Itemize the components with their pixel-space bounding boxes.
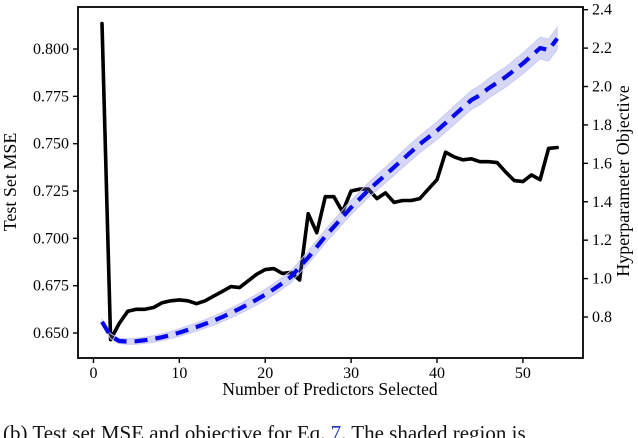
right-tick-label: 0.8	[592, 309, 612, 326]
left-tick-label: 0.800	[33, 41, 69, 58]
left-tick-label: 0.675	[33, 278, 69, 295]
right-tick-label: 2.4	[592, 2, 612, 19]
right-tick-label: 1.0	[592, 271, 612, 288]
left-tick-label: 0.700	[33, 230, 69, 247]
right-tick-label: 1.2	[592, 232, 612, 249]
right-tick-label: 1.8	[592, 117, 612, 134]
caption-eq-reference[interactable]: 7	[330, 421, 342, 438]
right-tick-label: 1.6	[592, 155, 612, 172]
left-axis-label: Test Set MSE	[0, 133, 20, 232]
left-tick-label: 0.650	[33, 325, 69, 342]
right-tick-label: 2.0	[592, 79, 612, 96]
confidence-band	[101, 25, 558, 345]
caption-text-prefix: (b) Test set MSE and objective for Eq.	[3, 421, 331, 438]
x-axis-label: Number of Predictors Selected	[222, 379, 438, 399]
x-tick-label: 20	[257, 365, 273, 382]
plot-area: 0 10 20 30 40 50 0.650 0.675 0.700 0.725 0.750 0.77…	[33, 2, 612, 382]
left-tick-label: 0.725	[33, 183, 69, 200]
figure-caption: (b) Test set MSE and objective for Eq. 7…	[3, 421, 638, 438]
plot-border	[77, 6, 584, 359]
x-tick-label: 50	[515, 365, 531, 382]
left-tick-label: 0.775	[33, 88, 69, 105]
x-tick-label: 10	[171, 365, 187, 382]
objective-line	[100, 37, 559, 344]
right-tick-label: 2.2	[592, 40, 612, 57]
left-tick-label: 0.750	[33, 136, 69, 153]
right-axis-label: Hyperparameter Objective	[613, 85, 633, 276]
x-tick-label: 30	[343, 365, 359, 382]
x-tick-label: 0	[89, 365, 97, 382]
x-tick-label: 40	[429, 365, 445, 382]
caption-text-suffix: . The shaded region is	[341, 421, 526, 438]
right-tick-label: 1.4	[592, 194, 612, 211]
mse-line	[100, 21, 559, 342]
